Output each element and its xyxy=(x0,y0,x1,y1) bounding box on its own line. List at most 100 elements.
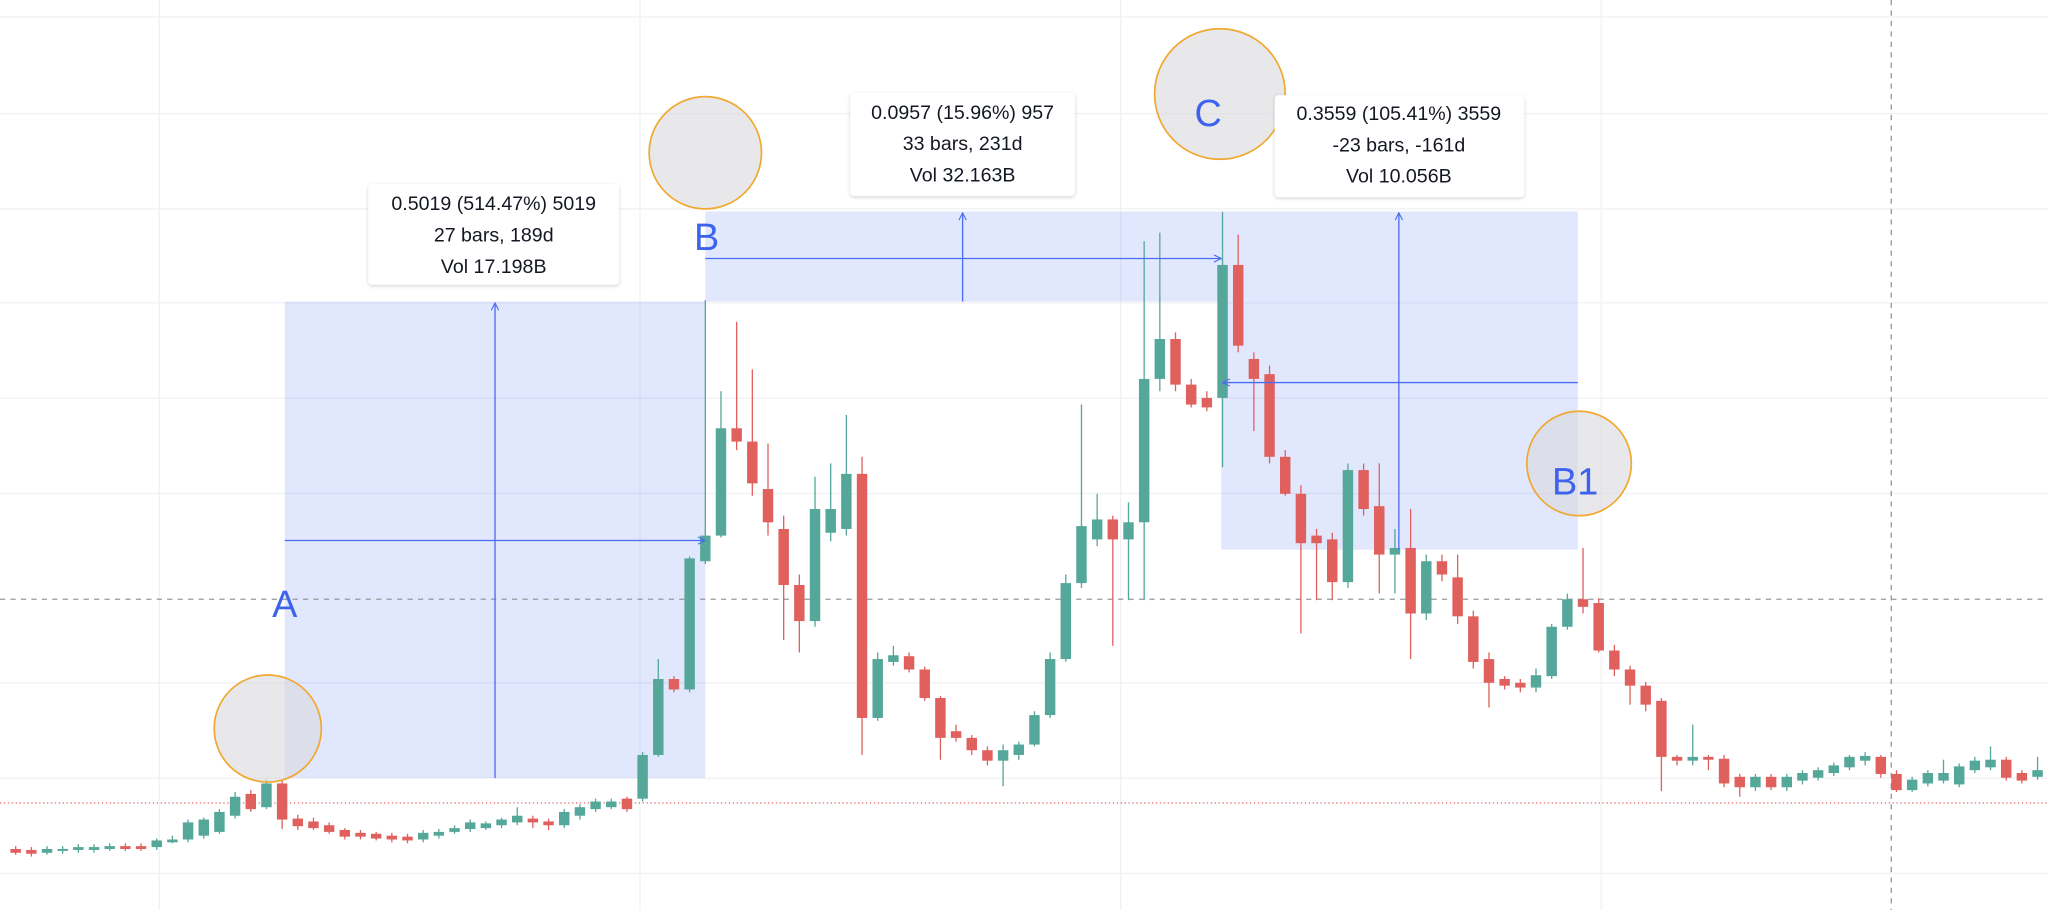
candle-body xyxy=(1154,339,1166,379)
candle-body xyxy=(1906,779,1918,791)
label-box xyxy=(368,184,620,285)
measure-label-b: 0.0957 (15.96%) 957 33 bars, 231d Vol 32… xyxy=(850,92,1075,196)
candle-body xyxy=(1891,773,1902,791)
measure-text: 27 bars, 189d xyxy=(434,224,554,246)
candle-body xyxy=(73,847,84,850)
candle-body xyxy=(1671,756,1683,761)
candle-body xyxy=(1765,776,1777,788)
candle-body xyxy=(135,846,147,849)
point-label: C xyxy=(1194,93,1221,135)
candle-body xyxy=(1922,773,1934,784)
candle-body xyxy=(1483,659,1495,683)
circle xyxy=(1153,27,1287,161)
candle-body xyxy=(621,798,633,810)
candle-body xyxy=(1546,626,1557,677)
candle-body xyxy=(1734,776,1745,788)
candle-body xyxy=(355,832,366,837)
candle-body xyxy=(966,737,977,751)
measure-text: 33 bars, 231d xyxy=(903,133,1023,155)
candle-body xyxy=(527,818,539,823)
candle-body xyxy=(1389,547,1401,555)
candle-body xyxy=(950,731,962,738)
candle-body xyxy=(480,823,492,829)
candle-body xyxy=(982,750,993,761)
measure-label-a: 0.5019 (514.47%) 5019 27 bars, 189d Vol … xyxy=(368,184,620,285)
candle-body xyxy=(1044,659,1056,716)
measure-text: 0.5019 (514.47%) 5019 xyxy=(391,193,596,215)
candle-body xyxy=(1609,650,1620,670)
candle-body xyxy=(151,840,162,848)
candle-body xyxy=(590,801,601,810)
point-label: B xyxy=(694,217,719,259)
candle-body xyxy=(1640,685,1651,705)
circle xyxy=(213,674,323,783)
candle-body xyxy=(888,655,899,662)
candle-body xyxy=(1295,493,1307,544)
candle-body xyxy=(1953,766,1965,785)
candle-body xyxy=(1593,603,1604,651)
candle-body xyxy=(512,815,523,823)
candle-body xyxy=(308,821,319,829)
candle-body xyxy=(1327,539,1338,583)
candle-body xyxy=(668,679,680,690)
candle-body xyxy=(104,846,115,849)
candle-body xyxy=(386,835,398,840)
measure-areas xyxy=(284,211,1578,779)
candle-body xyxy=(198,819,209,836)
candle-body xyxy=(1938,773,1949,781)
candle-body xyxy=(1358,470,1369,510)
candle-body xyxy=(1280,456,1291,494)
candle-body xyxy=(276,783,288,820)
candle-body xyxy=(731,428,742,442)
candle-body xyxy=(1797,773,1808,781)
measure-text: 0.0957 (15.96%) 957 xyxy=(871,102,1054,124)
candle-body xyxy=(1703,756,1714,760)
measure-text: Vol 10.056B xyxy=(1346,166,1452,188)
candle-body xyxy=(2032,770,2043,777)
candle-body xyxy=(1985,759,1996,768)
measure-arrows xyxy=(284,213,1578,779)
candle-body xyxy=(1499,679,1510,686)
candle-body xyxy=(606,801,617,808)
candle-body xyxy=(245,793,256,810)
candle-body xyxy=(935,697,946,738)
candle-body xyxy=(1060,583,1072,660)
candle-body xyxy=(1781,776,1792,788)
label-box xyxy=(850,92,1075,196)
candle-body xyxy=(1656,700,1667,757)
candle-body xyxy=(841,473,852,529)
candle-body xyxy=(1577,599,1589,607)
measure-label-c: 0.3559 (105.41%) 3559 -23 bars, -161d Vo… xyxy=(1274,95,1525,198)
candle-body xyxy=(417,832,429,840)
candle-body xyxy=(574,807,586,816)
candle-body xyxy=(700,535,711,562)
candle-body xyxy=(402,836,413,841)
candle-body xyxy=(57,848,68,851)
candle-body xyxy=(433,831,445,836)
candle-body xyxy=(1232,264,1244,346)
candle-body xyxy=(1217,264,1228,398)
candle-body xyxy=(1562,599,1573,627)
candle-body xyxy=(464,822,476,830)
circle xyxy=(1526,410,1633,517)
candle-body xyxy=(292,818,304,827)
candle-body xyxy=(1750,776,1761,788)
candle-body xyxy=(323,825,335,832)
candle-body xyxy=(1185,384,1197,405)
candle-body xyxy=(214,811,225,832)
measure-text: Vol 32.163B xyxy=(910,164,1016,186)
candle-body xyxy=(182,822,194,840)
candle-body xyxy=(1311,535,1322,544)
candle-body xyxy=(637,754,648,799)
candle-body xyxy=(229,796,241,816)
candle-body xyxy=(872,659,883,718)
candle-body xyxy=(1421,561,1432,614)
point-label: A xyxy=(272,584,298,626)
label-box xyxy=(1274,95,1525,198)
candle-body xyxy=(919,669,930,698)
candle-body xyxy=(559,811,570,826)
candle-body xyxy=(120,846,131,849)
candle-body xyxy=(1029,715,1040,745)
